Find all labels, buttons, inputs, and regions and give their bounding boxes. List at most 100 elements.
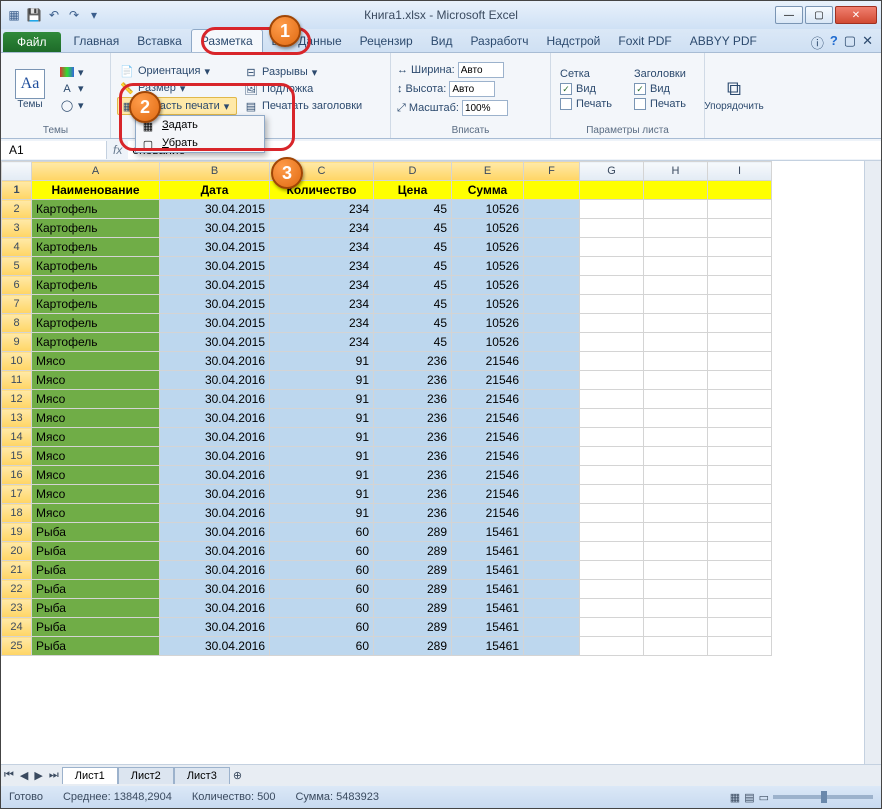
cell[interactable]: 30.04.2016 xyxy=(160,409,270,428)
cell[interactable]: 30.04.2016 xyxy=(160,580,270,599)
cell[interactable]: 30.04.2015 xyxy=(160,219,270,238)
row-header[interactable]: 13 xyxy=(2,409,32,428)
cell[interactable]: 289 xyxy=(374,561,452,580)
cell[interactable]: 234 xyxy=(270,295,374,314)
cell[interactable]: 15461 xyxy=(452,523,524,542)
cell[interactable]: 91 xyxy=(270,390,374,409)
row-header[interactable]: 18 xyxy=(2,504,32,523)
cell[interactable]: Рыба xyxy=(32,561,160,580)
sheet-tab-Лист1[interactable]: Лист1 xyxy=(62,767,118,784)
cell[interactable]: 91 xyxy=(270,409,374,428)
undo-icon[interactable]: ↶ xyxy=(45,6,63,24)
cell[interactable] xyxy=(524,219,580,238)
tab-Разработч[interactable]: Разработч xyxy=(461,30,537,52)
cell[interactable] xyxy=(524,504,580,523)
cell[interactable]: 10526 xyxy=(452,238,524,257)
cell[interactable]: Картофель xyxy=(32,257,160,276)
sheet-nav-next[interactable]: ▶ xyxy=(31,769,45,782)
cell[interactable] xyxy=(524,333,580,352)
cell[interactable]: 45 xyxy=(374,276,452,295)
cell[interactable]: 30.04.2016 xyxy=(160,504,270,523)
cell[interactable]: 91 xyxy=(270,447,374,466)
name-box[interactable]: A1 xyxy=(1,141,107,159)
cell[interactable]: 30.04.2016 xyxy=(160,466,270,485)
cell[interactable] xyxy=(524,352,580,371)
tab-Надстрой[interactable]: Надстрой xyxy=(537,30,609,52)
cell[interactable]: 60 xyxy=(270,523,374,542)
cell[interactable]: 236 xyxy=(374,447,452,466)
cell[interactable]: Мясо xyxy=(32,447,160,466)
cell[interactable]: Наименование xyxy=(32,181,160,200)
cell[interactable]: Картофель xyxy=(32,333,160,352)
tab-Вид[interactable]: Вид xyxy=(422,30,462,52)
cell[interactable]: 10526 xyxy=(452,333,524,352)
row-header[interactable]: 22 xyxy=(2,580,32,599)
cell[interactable]: 30.04.2016 xyxy=(160,542,270,561)
cell[interactable]: 60 xyxy=(270,599,374,618)
cell[interactable]: 236 xyxy=(374,390,452,409)
cell[interactable] xyxy=(524,618,580,637)
tab-Разметка[interactable]: Разметка xyxy=(191,29,263,52)
cell[interactable] xyxy=(524,580,580,599)
cell[interactable]: 236 xyxy=(374,371,452,390)
cell[interactable]: 15461 xyxy=(452,637,524,656)
print-area-clear[interactable]: ▢Убрать xyxy=(136,134,264,152)
cell[interactable]: 30.04.2016 xyxy=(160,352,270,371)
cell[interactable]: 234 xyxy=(270,200,374,219)
cell[interactable]: 60 xyxy=(270,580,374,599)
sheet-nav-first[interactable]: ⏮ xyxy=(1,769,17,782)
cell[interactable]: 15461 xyxy=(452,599,524,618)
view-normal-icon[interactable]: ▦ xyxy=(730,791,740,804)
row-header[interactable]: 7 xyxy=(2,295,32,314)
cell[interactable]: 10526 xyxy=(452,276,524,295)
cell[interactable]: 15461 xyxy=(452,580,524,599)
cell[interactable]: 21546 xyxy=(452,352,524,371)
cell[interactable] xyxy=(524,314,580,333)
cell[interactable] xyxy=(524,238,580,257)
row-header[interactable]: 25 xyxy=(2,637,32,656)
window-restore-icon[interactable]: ▢ xyxy=(844,33,856,52)
cell[interactable]: 91 xyxy=(270,352,374,371)
row-header[interactable]: 10 xyxy=(2,352,32,371)
cell[interactable]: 289 xyxy=(374,542,452,561)
cell[interactable]: 234 xyxy=(270,219,374,238)
cell[interactable]: 30.04.2016 xyxy=(160,523,270,542)
cell[interactable]: 30.04.2016 xyxy=(160,599,270,618)
select-all-corner[interactable] xyxy=(2,162,32,181)
cell[interactable]: Картофель xyxy=(32,200,160,219)
tab-ABBYY PDF[interactable]: ABBYY PDF xyxy=(681,30,766,52)
maximize-button[interactable]: ▢ xyxy=(805,6,833,24)
headings-view-check[interactable]: ✓Вид xyxy=(631,82,689,96)
cell[interactable]: Рыба xyxy=(32,618,160,637)
headings-print-check[interactable]: Печать xyxy=(631,97,689,111)
cell[interactable] xyxy=(524,276,580,295)
cell[interactable]: 236 xyxy=(374,466,452,485)
cell[interactable]: Картофель xyxy=(32,219,160,238)
col-header-D[interactable]: D xyxy=(374,162,452,181)
view-layout-icon[interactable]: ▤ xyxy=(744,791,754,804)
doc-close-icon[interactable]: ✕ xyxy=(862,33,873,52)
col-header-H[interactable]: H xyxy=(644,162,708,181)
row-header[interactable]: 9 xyxy=(2,333,32,352)
cell[interactable]: Сумма xyxy=(452,181,524,200)
cell[interactable]: 234 xyxy=(270,276,374,295)
cell[interactable]: 289 xyxy=(374,523,452,542)
cell[interactable]: 236 xyxy=(374,504,452,523)
col-header-E[interactable]: E xyxy=(452,162,524,181)
new-sheet-icon[interactable]: ⊕ xyxy=(230,769,245,782)
row-header[interactable]: 4 xyxy=(2,238,32,257)
cell[interactable]: 30.04.2016 xyxy=(160,447,270,466)
cell[interactable]: 289 xyxy=(374,618,452,637)
row-header[interactable]: 1 xyxy=(2,181,32,200)
cell[interactable]: 21546 xyxy=(452,466,524,485)
cell[interactable]: 289 xyxy=(374,599,452,618)
cell[interactable]: 21546 xyxy=(452,371,524,390)
fit-width[interactable]: ↔Ширина: xyxy=(397,62,508,78)
cell[interactable]: 30.04.2016 xyxy=(160,637,270,656)
cell[interactable] xyxy=(524,599,580,618)
row-header[interactable]: 2 xyxy=(2,200,32,219)
row-header[interactable]: 11 xyxy=(2,371,32,390)
row-header[interactable]: 19 xyxy=(2,523,32,542)
cell[interactable]: Рыба xyxy=(32,542,160,561)
cell[interactable]: 236 xyxy=(374,428,452,447)
